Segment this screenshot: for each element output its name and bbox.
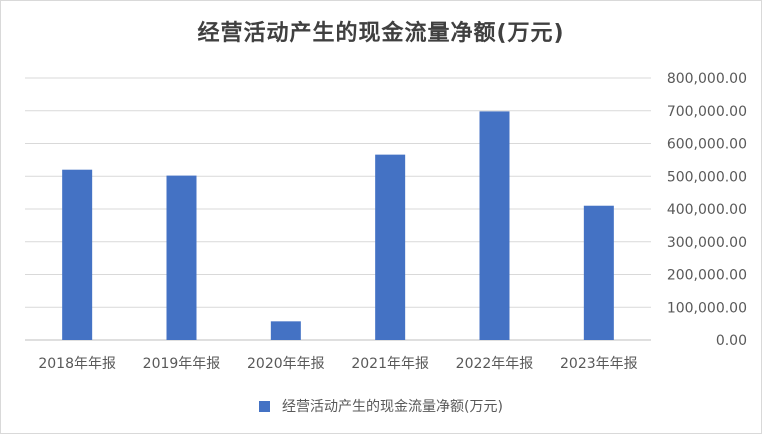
y-tick-label: 0.00 bbox=[716, 333, 747, 349]
y-axis-ticks: 0.00 100,000.00 200,000.00 300,000.00 400,00… bbox=[667, 71, 747, 349]
bar bbox=[166, 175, 197, 340]
y-tick-label: 800,000.00 bbox=[667, 71, 747, 87]
y-tick-label: 200,000.00 bbox=[667, 268, 747, 284]
x-category-label: 2021年年报 bbox=[351, 356, 429, 372]
bar bbox=[375, 154, 406, 340]
x-category-label: 2023年年报 bbox=[560, 356, 638, 372]
bar bbox=[583, 205, 614, 340]
gridlines bbox=[25, 77, 651, 341]
bar bbox=[62, 169, 93, 340]
chart-plot: 0.00 100,000.00 200,000.00 300,000.00 400,00… bbox=[25, 71, 747, 372]
bar bbox=[270, 321, 301, 340]
y-tick-label: 300,000.00 bbox=[667, 235, 747, 251]
y-tick-label: 100,000.00 bbox=[667, 300, 747, 316]
bars bbox=[62, 111, 614, 340]
x-category-label: 2018年年报 bbox=[38, 356, 116, 372]
chart-title: 经营活动产生的现金流量净额(万元) bbox=[197, 21, 565, 46]
x-category-label: 2020年年报 bbox=[247, 356, 325, 372]
x-category-label: 2019年年报 bbox=[143, 356, 221, 372]
y-tick-label: 500,000.00 bbox=[667, 169, 747, 185]
x-axis-categories: 2018年年报 2019年年报 2020年年报 2021年年报 2022年年报 2023年… bbox=[38, 356, 637, 372]
x-category-label: 2022年年报 bbox=[456, 356, 534, 372]
legend-swatch bbox=[259, 401, 271, 412]
legend: 经营活动产生的现金流量净额(万元) bbox=[1, 396, 761, 416]
y-tick-label: 400,000.00 bbox=[667, 202, 747, 218]
legend-label: 经营活动产生的现金流量净额(万元) bbox=[282, 399, 503, 415]
bar bbox=[479, 111, 510, 340]
y-tick-label: 700,000.00 bbox=[667, 104, 747, 120]
y-tick-label: 600,000.00 bbox=[667, 137, 747, 153]
